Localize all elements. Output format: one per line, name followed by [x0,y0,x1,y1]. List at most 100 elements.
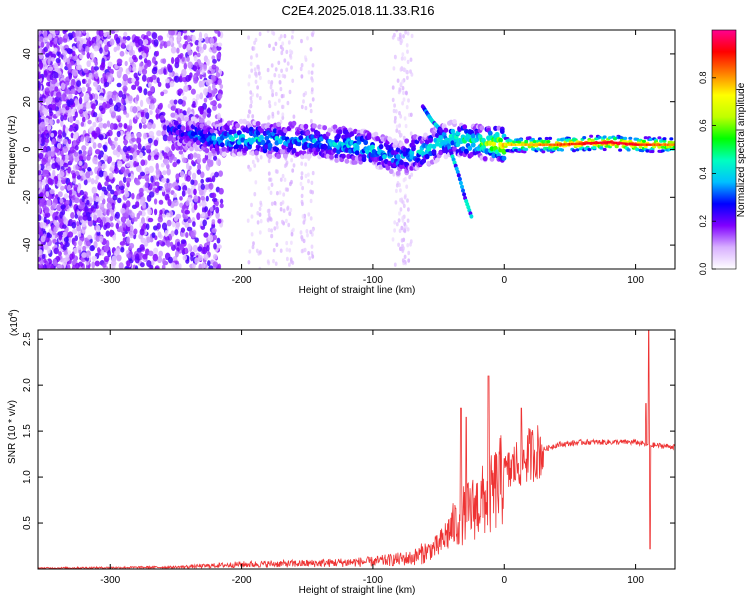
heatmap-cell [207,85,212,93]
heatmap-cell [159,43,163,50]
heatmap-cell [461,188,465,193]
heatmap-cell [49,86,54,92]
heatmap-cell [290,50,294,55]
heatmap-cell [92,142,97,149]
heatmap-cell [131,137,137,143]
heatmap-cell [306,153,312,159]
heatmap-cell [662,139,667,143]
heatmap-cell [138,87,143,94]
heatmap-cell [85,252,90,259]
heatmap-cell [217,42,223,47]
colorbar-ticks: 0.00.20.40.60.8 [698,72,716,275]
heatmap-cell [151,56,156,64]
heatmap-cell [151,74,157,80]
heatmap-cell [388,168,394,174]
heatmap-cell [192,221,196,227]
heatmap-cell [89,93,93,101]
heatmap-cell [406,31,410,36]
heatmap-cell [404,138,410,144]
heatmap-cell [96,224,101,233]
heatmap-cell [160,91,165,97]
heatmap-cell [190,159,195,166]
heatmap-cell [264,135,270,141]
heatmap-cell [82,30,87,34]
heatmap-cell [80,136,84,143]
heatmap-cell [672,146,675,150]
heatmap-cell [215,72,221,78]
heatmap-cell [136,132,142,138]
heatmap-cell [106,208,110,216]
heatmap-cell [534,143,537,146]
heatmap-cell [548,136,553,140]
heatmap-cell [661,143,664,146]
heatmap-cell [660,145,665,149]
heatmap-cell [53,71,59,79]
heatmap-cell [62,55,68,63]
heatmap-cell [46,247,51,254]
heatmap-cell [132,66,137,72]
heatmap-cell [203,97,208,103]
heatmap-cell [259,136,264,142]
heatmap-cell [142,52,147,59]
heatmap-cell [643,136,648,140]
heatmap-cell [233,133,239,139]
heatmap-cell [154,148,159,154]
heatmap-cell [183,214,189,220]
heatmap-cell [134,256,140,264]
heatmap-cell [571,142,573,146]
heatmap-cell [87,234,93,240]
heatmap-cell [66,250,72,256]
heatmap-cell [255,155,258,160]
heatmap-cell [167,256,173,264]
heatmap-cell [90,136,95,144]
heatmap-cell [162,258,166,265]
heatmap-cell [307,70,311,75]
y-tick-label: 2.5 [22,332,33,346]
heatmap-cell [116,70,122,76]
heatmap-cell [193,54,198,62]
heatmap-cell [92,156,98,165]
heatmap-cell [123,170,128,178]
heatmap-cell [134,80,140,87]
heatmap-cell [42,37,48,43]
heatmap-cell [508,139,513,143]
heatmap-cell [538,143,540,146]
heatmap-cell [177,88,183,95]
heatmap-cell [140,159,146,166]
heatmap-cell [307,172,310,177]
heatmap-cell [217,112,221,121]
colorbar-label: Normalized spectral amplitude [736,82,747,217]
heatmap-cell [204,36,210,44]
heatmap-cell [310,180,314,185]
heatmap-cell [252,46,256,51]
heatmap-cell [67,112,72,118]
heatmap-cell [312,123,317,129]
heatmap-cell [193,203,198,211]
heatmap-cell [354,144,360,150]
heatmap-cell [107,61,113,67]
bottom-x-axis-label: Height of straight line (km) [299,585,416,596]
heatmap-cell [148,191,155,198]
heatmap-cell [126,236,131,244]
heatmap-cell [123,123,128,129]
heatmap-cell [597,135,602,139]
heatmap-cell [175,213,182,220]
heatmap-cell [144,167,150,175]
heatmap-cell [201,80,205,88]
heatmap-cell [140,111,145,118]
heatmap-cell [62,138,68,145]
heatmap-cell [168,30,174,36]
x-tick-label: -200 [232,575,252,586]
heatmap-cell [424,153,430,159]
heatmap-cell [55,57,61,64]
heatmap-cell [618,142,621,145]
heatmap-cell [67,139,72,145]
heatmap-cell [165,195,170,201]
heatmap-cell [82,116,86,123]
heatmap-cell [85,240,91,247]
heatmap-cell [93,57,97,64]
heatmap-cell [458,180,463,186]
heatmap-cell [198,46,204,54]
heatmap-cell [394,115,397,121]
heatmap-cell [300,74,304,79]
